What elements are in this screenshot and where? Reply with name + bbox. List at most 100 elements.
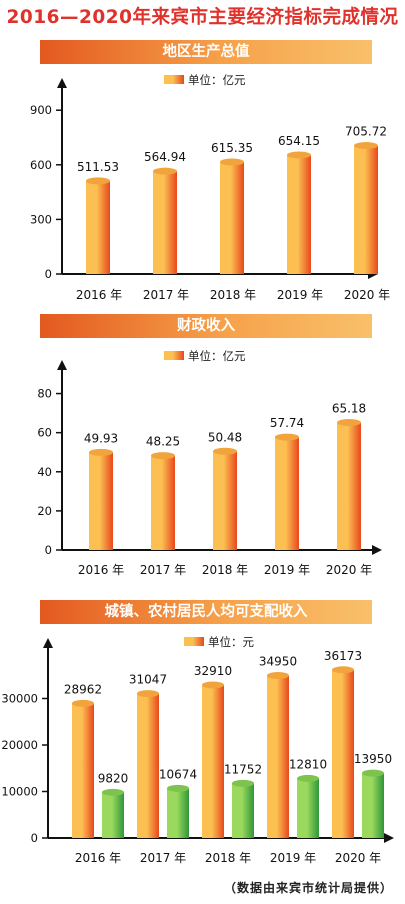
legend-swatch bbox=[164, 75, 184, 84]
bar-cap bbox=[287, 151, 311, 159]
bar-value-label: 32910 bbox=[194, 664, 232, 678]
bar-cap bbox=[72, 699, 94, 707]
y-tick-label: 600 bbox=[30, 158, 52, 172]
income-chart: 单位：元 0 10000 20000 30000 2016 年 2017 年 2018 年 20… bbox=[1, 635, 394, 865]
bar-cap bbox=[220, 158, 244, 166]
bar-value-label: 65.18 bbox=[332, 402, 366, 416]
bar-value-label: 36173 bbox=[324, 649, 362, 663]
y-tick-label: 10000 bbox=[1, 785, 38, 799]
bar-value-label: 48.25 bbox=[146, 435, 180, 449]
y-axis-arrow bbox=[57, 78, 67, 88]
bar bbox=[213, 447, 237, 550]
bar-value-label: 34950 bbox=[259, 654, 297, 668]
bar bbox=[72, 699, 94, 838]
bar-body bbox=[213, 451, 237, 550]
main-title: 2016—2020年来宾市主要经济指标完成情况 bbox=[6, 7, 399, 28]
bar-cap bbox=[362, 769, 384, 777]
x-category-label: 2017 年 bbox=[140, 563, 186, 577]
bar-value-label: 50.48 bbox=[208, 430, 242, 444]
bar bbox=[137, 690, 159, 838]
x-category-label: 2017 年 bbox=[143, 288, 189, 302]
bar-cap bbox=[232, 779, 254, 787]
bar-body bbox=[102, 792, 124, 838]
bar-body bbox=[167, 788, 189, 838]
bar-value-label: 49.93 bbox=[84, 431, 118, 445]
bar bbox=[102, 788, 124, 838]
bar bbox=[86, 177, 110, 274]
unit-legend: 单位：亿元 bbox=[164, 349, 246, 363]
bar-cap bbox=[297, 774, 319, 782]
bar-cap bbox=[167, 784, 189, 792]
x-category-label: 2016 年 bbox=[75, 851, 121, 865]
bar-value-label: 57.74 bbox=[270, 416, 304, 430]
y-tick-label: 30000 bbox=[1, 692, 38, 706]
bar-value-label: 31047 bbox=[129, 673, 167, 687]
bar-cap bbox=[202, 681, 224, 689]
bar-body bbox=[337, 422, 361, 550]
bar-cap bbox=[267, 671, 289, 679]
bar-value-label: 615.35 bbox=[211, 141, 253, 155]
bar-body bbox=[275, 437, 299, 550]
bar-body bbox=[287, 154, 311, 274]
bar bbox=[297, 774, 319, 838]
bar-value-label: 654.15 bbox=[278, 134, 320, 148]
bar bbox=[202, 681, 224, 838]
fiscal-revenue-chart: 单位：亿元 0 20 40 60 80 2016 年 2017 年 2018 年 2019 年 20… bbox=[37, 349, 382, 577]
bar-body bbox=[354, 145, 378, 274]
unit-legend: 单位：亿元 bbox=[164, 73, 246, 87]
y-tick-label: 0 bbox=[45, 267, 52, 281]
chart-1-title-banner: 地区生产总值 bbox=[40, 40, 372, 64]
bar-body bbox=[153, 171, 177, 274]
y-tick-label: 0 bbox=[45, 543, 52, 557]
x-category-label: 2020 年 bbox=[326, 563, 372, 577]
bar bbox=[167, 784, 189, 838]
bar-body bbox=[86, 180, 110, 274]
x-category-label: 2019 年 bbox=[264, 563, 310, 577]
bar-value-label: 28962 bbox=[64, 682, 102, 696]
bar-body bbox=[151, 455, 175, 550]
y-tick-label: 20000 bbox=[1, 738, 38, 752]
bar-value-label: 13950 bbox=[354, 752, 392, 766]
bar-body bbox=[220, 162, 244, 274]
bar-cap bbox=[275, 433, 299, 441]
bar-body bbox=[72, 703, 94, 838]
bar-cap bbox=[213, 447, 237, 455]
unit-legend: 单位：元 bbox=[184, 635, 254, 649]
unit-label: 单位：亿元 bbox=[188, 349, 246, 363]
x-category-label: 2018 年 bbox=[210, 288, 256, 302]
bar bbox=[151, 452, 175, 550]
y-axis-arrow bbox=[57, 360, 67, 370]
y-tick-label: 900 bbox=[30, 103, 52, 117]
bar-value-label: 564.94 bbox=[144, 150, 186, 164]
y-tick-label: 40 bbox=[37, 465, 52, 479]
x-category-label: 2017 年 bbox=[140, 851, 186, 865]
y-axis-arrow bbox=[43, 638, 53, 648]
bar-body bbox=[202, 684, 224, 838]
bar-cap bbox=[337, 419, 361, 427]
x-category-label: 2019 年 bbox=[277, 288, 323, 302]
bar-value-label: 511.53 bbox=[77, 160, 119, 174]
legend-swatch bbox=[164, 351, 184, 360]
bar-cap bbox=[354, 142, 378, 150]
y-tick-label: 80 bbox=[37, 387, 52, 401]
x-category-label: 2019 年 bbox=[270, 851, 316, 865]
y-tick-label: 300 bbox=[30, 212, 52, 226]
x-axis-arrow bbox=[372, 545, 382, 555]
bar bbox=[267, 671, 289, 838]
bar-cap bbox=[86, 177, 110, 185]
bar-body bbox=[297, 778, 319, 838]
bar bbox=[362, 769, 384, 838]
chart-3-title-banner: 城镇、农村居民人均可支配收入 bbox=[40, 600, 372, 624]
gdp-chart: 单位：亿元 0 300 600 900 2016 年 2017 年 2018 年 2019 年 2… bbox=[30, 73, 390, 302]
bar bbox=[153, 167, 177, 274]
y-tick-label: 20 bbox=[37, 504, 52, 518]
bar-body bbox=[232, 783, 254, 838]
bar-body bbox=[267, 675, 289, 838]
x-category-label: 2018 年 bbox=[205, 851, 251, 865]
chart-2-title-banner: 财政收入 bbox=[40, 314, 372, 338]
x-axis-arrow bbox=[384, 833, 394, 843]
x-category-label: 2016 年 bbox=[78, 563, 124, 577]
bar-cap bbox=[137, 690, 159, 698]
bar bbox=[354, 142, 378, 274]
